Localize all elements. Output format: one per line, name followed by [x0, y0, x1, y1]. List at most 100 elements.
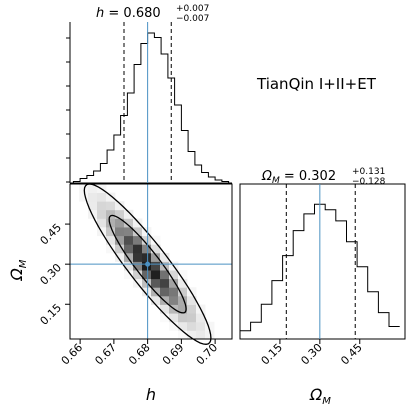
- density-cell: [187, 304, 197, 314]
- xlabel-omega: ΩM: [309, 385, 331, 407]
- density-cell: [133, 261, 143, 271]
- density-cell: [124, 252, 134, 262]
- dataset-annotation: TianQin I+II+ET: [256, 75, 377, 93]
- density-cell: [106, 209, 116, 219]
- density-cell: [142, 252, 152, 262]
- density-cell: [160, 304, 170, 314]
- joint-y-ticks: 0.15 0.30 0.45: [38, 221, 70, 328]
- density-cell: [205, 321, 215, 331]
- density-cell: [178, 313, 188, 323]
- title-h: h = 0.680: [96, 6, 161, 21]
- density-cell: [160, 252, 170, 262]
- density-cell: [160, 278, 170, 288]
- density-cell: [106, 218, 116, 228]
- density-cell: [178, 295, 188, 305]
- panel-marginal-h: [66, 22, 232, 184]
- density-cell: [178, 270, 188, 280]
- density-cell: [97, 201, 107, 211]
- density-cell: [178, 330, 188, 340]
- density-cell: [169, 313, 179, 323]
- title-omega-plus: +0.131: [352, 167, 385, 177]
- tick-label-omega-x: 0.45: [338, 341, 365, 368]
- histogram-h-steps: [72, 32, 230, 183]
- density-cell: [79, 192, 89, 202]
- density-cell: [169, 295, 179, 305]
- density-cell: [169, 287, 179, 297]
- density-cell: [124, 209, 134, 219]
- tick-label-omega-y: 0.45: [38, 221, 65, 248]
- density-cell: [115, 201, 125, 211]
- density-cell: [124, 261, 134, 271]
- density-cell: [88, 201, 98, 211]
- density-cell: [151, 295, 161, 305]
- contour-2sigma: [83, 183, 212, 345]
- histogram-h: [66, 22, 230, 183]
- density-cell: [178, 287, 188, 297]
- density-cell: [88, 184, 98, 193]
- tick-label-h: 0.69: [160, 341, 187, 368]
- density-cell: [187, 295, 197, 305]
- density-cell: [160, 313, 170, 323]
- density-cell: [169, 321, 179, 331]
- density-cell: [124, 244, 134, 254]
- tick-label-h: 0.70: [194, 341, 221, 368]
- tick-label-h: 0.67: [92, 341, 119, 368]
- density-cell: [133, 227, 143, 237]
- density-cell: [133, 218, 143, 228]
- omega-x-ticks: 0.15 0.30 0.45: [259, 339, 365, 367]
- density-cell: [187, 313, 197, 323]
- density-cell: [151, 278, 161, 288]
- density-cell: [160, 287, 170, 297]
- density-cell: [169, 278, 179, 288]
- panel-marginal-omega: [239, 183, 406, 340]
- tick-label-omega-y: 0.30: [38, 261, 65, 288]
- title-omega: ΩM = 0.302: [261, 169, 336, 186]
- tick-label-h: 0.68: [126, 341, 153, 368]
- density-cell: [115, 209, 125, 219]
- density-cell: [88, 192, 98, 202]
- density-cell: [142, 235, 152, 245]
- density-cell: [133, 244, 143, 254]
- tick-label-omega-x: 0.30: [298, 341, 325, 368]
- density-cell: [106, 227, 116, 237]
- density-cell: [124, 270, 134, 280]
- density-cell: [142, 270, 152, 280]
- density-cell: [115, 218, 125, 228]
- density-cell: [187, 321, 197, 331]
- density-cell: [115, 235, 125, 245]
- density-cell: [169, 270, 179, 280]
- density-cell: [151, 235, 161, 245]
- density-cell: [151, 252, 161, 262]
- density-cell: [124, 235, 134, 245]
- density-cell: [178, 321, 188, 331]
- panel-joint: [69, 183, 233, 345]
- density-cell: [115, 244, 125, 254]
- density-cell: [133, 270, 143, 280]
- density-cell: [151, 244, 161, 254]
- tick-label-h: 0.66: [59, 341, 86, 368]
- tick-label-omega-x: 0.15: [259, 341, 286, 368]
- density-cell: [106, 192, 116, 202]
- density-cell: [97, 209, 107, 219]
- density-cell: [205, 330, 215, 340]
- xlabel-h: h: [146, 385, 156, 404]
- density-cell: [151, 261, 161, 271]
- title-h-plus: +0.007: [176, 4, 209, 14]
- title-h-minus: −0.007: [176, 14, 209, 24]
- density-cell: [178, 278, 188, 288]
- density-cell: [178, 304, 188, 314]
- density-cell: [196, 313, 206, 323]
- density-cell: [115, 227, 125, 237]
- density-cell: [142, 244, 152, 254]
- density-cell: [151, 270, 161, 280]
- density-cell: [133, 235, 143, 245]
- density-cell: [79, 184, 89, 193]
- density-cell: [133, 252, 143, 262]
- density-cell: [106, 201, 116, 211]
- density-cell: [115, 252, 125, 262]
- density-cell: [124, 218, 134, 228]
- contour-1sigma: [108, 214, 187, 314]
- density-cell: [124, 227, 134, 237]
- ylabel-omega: ΩM: [7, 259, 29, 281]
